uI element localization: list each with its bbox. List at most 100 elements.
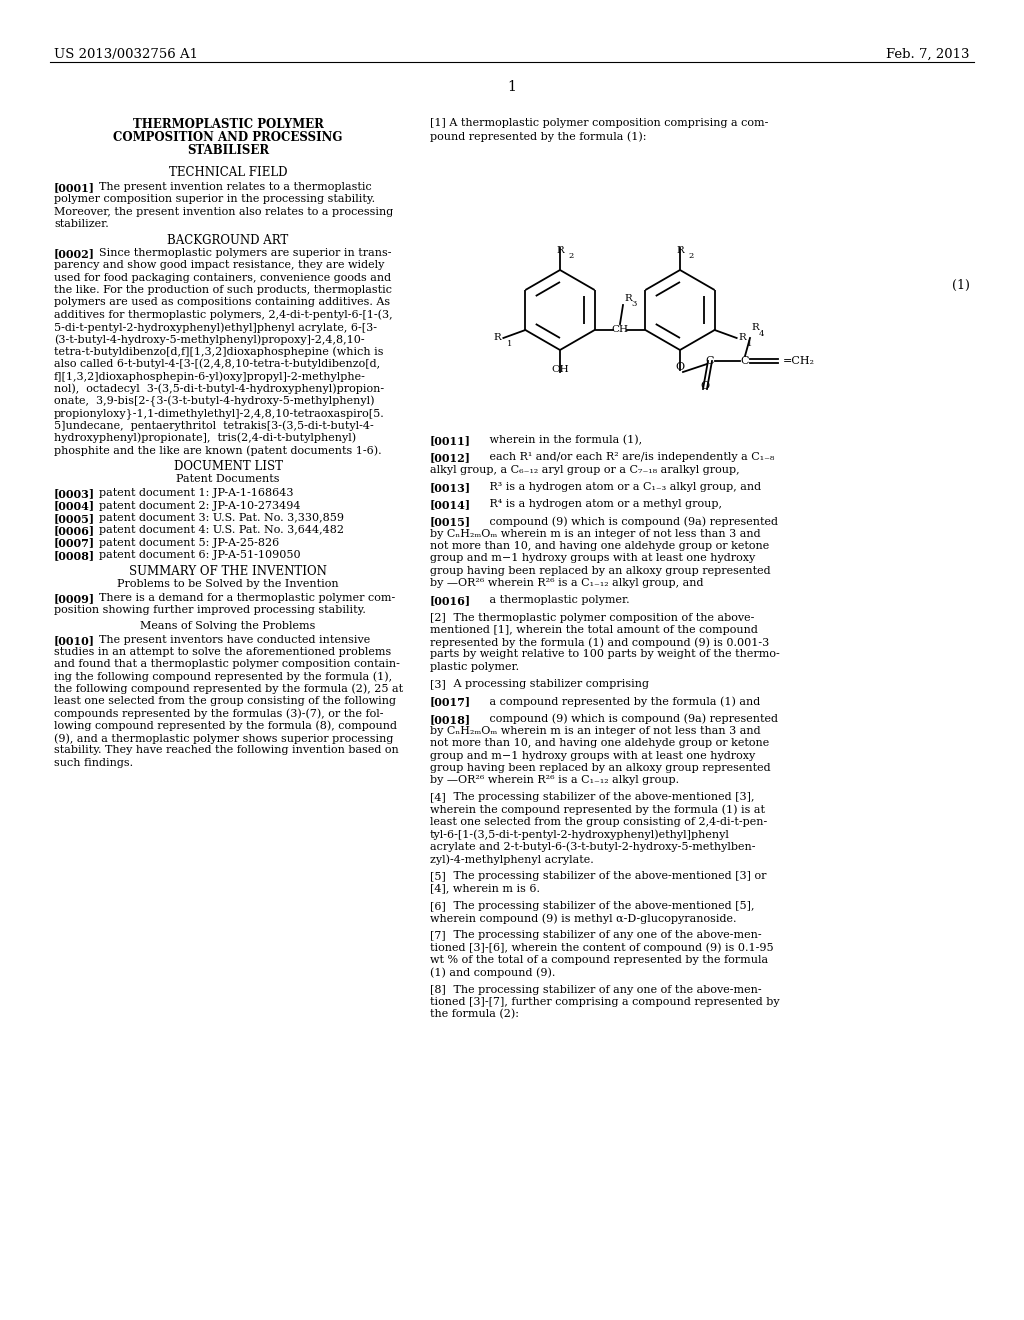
Text: Patent Documents: Patent Documents: [176, 474, 280, 484]
Text: group having been replaced by an alkoxy group represented: group having been replaced by an alkoxy …: [430, 763, 771, 774]
Text: also called 6-t-butyl-4-[3-[(2,4,8,10-tetra-t-butyldibenzo[d,: also called 6-t-butyl-4-[3-[(2,4,8,10-te…: [54, 359, 380, 370]
Text: 1: 1: [508, 81, 516, 94]
Text: [8]: [8]: [430, 985, 445, 995]
Text: ing the following compound represented by the formula (1),: ing the following compound represented b…: [54, 672, 392, 682]
Text: compounds represented by the formulas (3)-(7), or the fol-: compounds represented by the formulas (3…: [54, 709, 384, 719]
Text: and found that a thermoplastic polymer composition contain-: and found that a thermoplastic polymer c…: [54, 659, 400, 669]
Text: group and m−1 hydroxy groups with at least one hydroxy: group and m−1 hydroxy groups with at lea…: [430, 751, 756, 760]
Text: alkyl group, a C₆₋₁₂ aryl group or a C₇₋₁₈ aralkyl group,: alkyl group, a C₆₋₁₂ aryl group or a C₇₋…: [430, 465, 739, 475]
Text: BACKGROUND ART: BACKGROUND ART: [167, 234, 289, 247]
Text: [3]: [3]: [430, 678, 445, 689]
Text: 3: 3: [631, 300, 636, 308]
Text: patent document 2: JP-A-10-273494: patent document 2: JP-A-10-273494: [99, 500, 300, 511]
Text: The processing stabilizer of any one of the above-men-: The processing stabilizer of any one of …: [450, 931, 762, 940]
Text: wherein compound (9) is methyl α-D-glucopyranoside.: wherein compound (9) is methyl α-D-gluco…: [430, 913, 736, 924]
Text: not more than 10, and having one aldehyde group or ketone: not more than 10, and having one aldehyd…: [430, 541, 769, 552]
Text: plastic polymer.: plastic polymer.: [430, 661, 519, 672]
Text: The processing stabilizer of any one of the above-men-: The processing stabilizer of any one of …: [450, 985, 762, 995]
Text: patent document 4: U.S. Pat. No. 3,644,482: patent document 4: U.S. Pat. No. 3,644,4…: [99, 525, 344, 535]
Text: by —OR²⁶ wherein R²⁶ is a C₁₋₁₂ alkyl group.: by —OR²⁶ wherein R²⁶ is a C₁₋₁₂ alkyl gr…: [430, 775, 679, 785]
Text: Means of Solving the Problems: Means of Solving the Problems: [140, 620, 315, 631]
Text: The thermoplastic polymer composition of the above-: The thermoplastic polymer composition of…: [450, 612, 755, 623]
Text: [0011]: [0011]: [430, 436, 471, 446]
Text: [0004]: [0004]: [54, 500, 95, 512]
Text: by CₙH₂ₘOₘ wherein m is an integer of not less than 3 and: by CₙH₂ₘOₘ wherein m is an integer of no…: [430, 529, 761, 539]
Text: [0006]: [0006]: [54, 525, 95, 536]
Text: phosphite and the like are known (patent documents 1-6).: phosphite and the like are known (patent…: [54, 445, 382, 455]
Text: polymer composition superior in the processing stability.: polymer composition superior in the proc…: [54, 194, 375, 205]
Text: least one selected from the group consisting of the following: least one selected from the group consis…: [54, 696, 396, 706]
Text: such findings.: such findings.: [54, 758, 133, 768]
Text: compound (9) which is compound (9a) represented: compound (9) which is compound (9a) repr…: [472, 516, 778, 527]
Text: [0018]: [0018]: [430, 714, 471, 725]
Text: Problems to be Solved by the Invention: Problems to be Solved by the Invention: [117, 579, 339, 589]
Text: patent document 5: JP-A-25-826: patent document 5: JP-A-25-826: [99, 537, 280, 548]
Text: patent document 3: U.S. Pat. No. 3,330,859: patent document 3: U.S. Pat. No. 3,330,8…: [99, 513, 344, 523]
Text: [0008]: [0008]: [54, 550, 95, 561]
Text: [0007]: [0007]: [54, 537, 95, 549]
Text: patent document 1: JP-A-1-168643: patent document 1: JP-A-1-168643: [99, 488, 294, 499]
Text: a compound represented by the formula (1) and: a compound represented by the formula (1…: [472, 697, 760, 708]
Text: Feb. 7, 2013: Feb. 7, 2013: [887, 48, 970, 61]
Text: The present invention relates to a thermoplastic: The present invention relates to a therm…: [92, 182, 372, 191]
Text: [0017]: [0017]: [430, 697, 471, 708]
Text: the following compound represented by the formula (2), 25 at: the following compound represented by th…: [54, 684, 403, 694]
Text: O: O: [676, 362, 685, 372]
Text: the formula (2):: the formula (2):: [430, 1010, 519, 1019]
Text: C: C: [706, 356, 715, 366]
Text: by CₙH₂ₘOₘ wherein m is an integer of not less than 3 and: by CₙH₂ₘOₘ wherein m is an integer of no…: [430, 726, 761, 737]
Text: hydroxyphenyl)propionate],  tris(2,4-di-t-butylphenyl): hydroxyphenyl)propionate], tris(2,4-di-t…: [54, 433, 356, 444]
Text: There is a demand for a thermoplastic polymer com-: There is a demand for a thermoplastic po…: [92, 593, 395, 603]
Text: tetra-t-butyldibenzo[d,f][1,3,2]dioxaphosphepine (which is: tetra-t-butyldibenzo[d,f][1,3,2]dioxapho…: [54, 347, 384, 358]
Text: R: R: [751, 323, 759, 333]
Text: patent document 6: JP-A-51-109050: patent document 6: JP-A-51-109050: [99, 550, 301, 560]
Text: used for food packaging containers, convenience goods and: used for food packaging containers, conv…: [54, 273, 391, 282]
Text: additives for thermoplastic polymers, 2,4-di-t-pentyl-6-[1-(3,: additives for thermoplastic polymers, 2,…: [54, 310, 392, 321]
Text: pound represented by the formula (1):: pound represented by the formula (1):: [430, 131, 646, 141]
Text: wt % of the total of a compound represented by the formula: wt % of the total of a compound represen…: [430, 956, 768, 965]
Text: least one selected from the group consisting of 2,4-di-t-pen-: least one selected from the group consis…: [430, 817, 767, 828]
Text: propionyloxy}-1,1-dimethylethyl]-2,4,8,10-tetraoxaspiro[5.: propionyloxy}-1,1-dimethylethyl]-2,4,8,1…: [54, 408, 385, 418]
Text: [0013]: [0013]: [430, 482, 471, 492]
Text: R: R: [738, 334, 746, 342]
Text: compound (9) which is compound (9a) represented: compound (9) which is compound (9a) repr…: [472, 714, 778, 725]
Text: R: R: [676, 246, 684, 255]
Text: onate,  3,9-bis[2-{3-(3-t-butyl-4-hydroxy-5-methylphenyl): onate, 3,9-bis[2-{3-(3-t-butyl-4-hydroxy…: [54, 396, 375, 407]
Text: (9), and a thermoplastic polymer shows superior processing: (9), and a thermoplastic polymer shows s…: [54, 733, 393, 743]
Text: OH: OH: [551, 366, 568, 374]
Text: THERMOPLASTIC POLYMER: THERMOPLASTIC POLYMER: [132, 117, 324, 131]
Text: [0012]: [0012]: [430, 453, 471, 463]
Text: COMPOSITION AND PROCESSING: COMPOSITION AND PROCESSING: [114, 131, 343, 144]
Text: the like. For the production of such products, thermoplastic: the like. For the production of such pro…: [54, 285, 392, 296]
Text: each R¹ and/or each R² are/is independently a C₁₋₈: each R¹ and/or each R² are/is independen…: [472, 453, 774, 462]
Text: 2: 2: [688, 252, 693, 260]
Text: polymers are used as compositions containing additives. As: polymers are used as compositions contai…: [54, 297, 390, 308]
Text: [0001]: [0001]: [54, 182, 95, 193]
Text: The processing stabilizer of the above-mentioned [5],: The processing stabilizer of the above-m…: [450, 900, 755, 911]
Text: group having been replaced by an alkoxy group represented: group having been replaced by an alkoxy …: [430, 566, 771, 576]
Text: [5]: [5]: [430, 871, 445, 882]
Text: (3-t-butyl-4-hydroxy-5-methylphenyl)propoxy]-2,4,8,10-: (3-t-butyl-4-hydroxy-5-methylphenyl)prop…: [54, 334, 365, 345]
Text: [0016]: [0016]: [430, 595, 471, 606]
Text: a thermoplastic polymer.: a thermoplastic polymer.: [472, 595, 630, 606]
Text: tioned [3]-[6], wherein the content of compound (9) is 0.1-95: tioned [3]-[6], wherein the content of c…: [430, 942, 773, 953]
Text: 1: 1: [507, 341, 513, 348]
Text: (1): (1): [952, 279, 970, 292]
Text: [1] A thermoplastic polymer composition comprising a com-: [1] A thermoplastic polymer composition …: [430, 117, 768, 128]
Text: represented by the formula (1) and compound (9) is 0.001-3: represented by the formula (1) and compo…: [430, 638, 769, 648]
Text: stability. They have reached the following invention based on: stability. They have reached the followi…: [54, 746, 398, 755]
Text: studies in an attempt to solve the aforementioned problems: studies in an attempt to solve the afore…: [54, 647, 391, 657]
Text: tyl-6-[1-(3,5-di-t-pentyl-2-hydroxyphenyl)ethyl]phenyl: tyl-6-[1-(3,5-di-t-pentyl-2-hydroxypheny…: [430, 829, 730, 840]
Text: tioned [3]-[7], further comprising a compound represented by: tioned [3]-[7], further comprising a com…: [430, 997, 779, 1007]
Text: R: R: [494, 334, 502, 342]
Text: [0002]: [0002]: [54, 248, 95, 259]
Text: US 2013/0032756 A1: US 2013/0032756 A1: [54, 48, 198, 61]
Text: 5]undecane,  pentaerythritol  tetrakis[3-(3,5-di-t-butyl-4-: 5]undecane, pentaerythritol tetrakis[3-(…: [54, 420, 374, 430]
Text: nol),  octadecyl  3-(3,5-di-t-butyl-4-hydroxyphenyl)propion-: nol), octadecyl 3-(3,5-di-t-butyl-4-hydr…: [54, 384, 384, 395]
Text: O: O: [700, 381, 710, 391]
Text: position showing further improved processing stability.: position showing further improved proces…: [54, 606, 366, 615]
Text: [4], wherein m is 6.: [4], wherein m is 6.: [430, 883, 540, 894]
Text: STABILISER: STABILISER: [187, 144, 269, 157]
Text: acrylate and 2-t-butyl-6-(3-t-butyl-2-hydroxy-5-methylben-: acrylate and 2-t-butyl-6-(3-t-butyl-2-hy…: [430, 842, 756, 853]
Text: f][1,3,2]dioxaphosphepin-6-yl)oxy]propyl]-2-methylphe-: f][1,3,2]dioxaphosphepin-6-yl)oxy]propyl…: [54, 371, 366, 381]
